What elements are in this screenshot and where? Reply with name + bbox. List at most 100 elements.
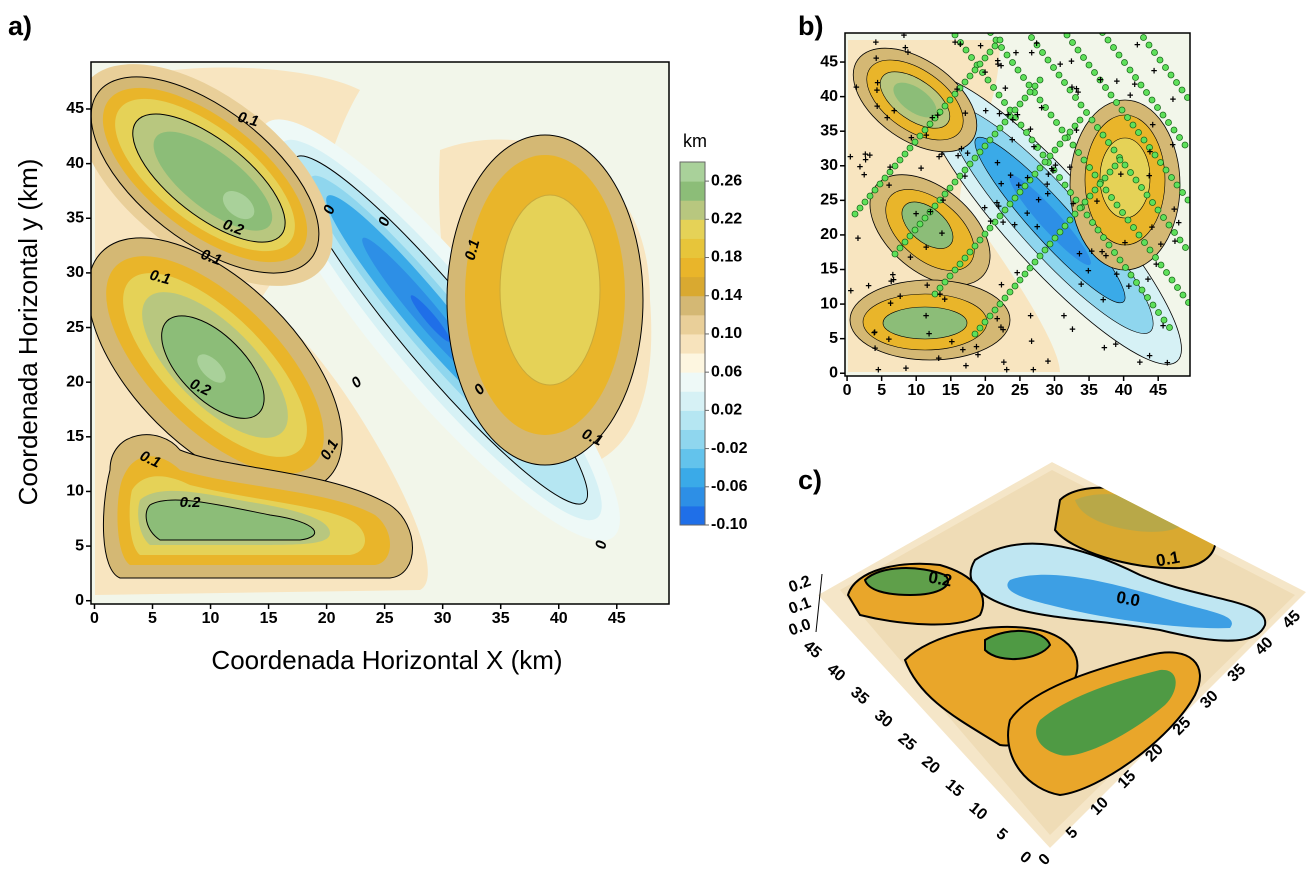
survey-point <box>1115 51 1123 59</box>
station-marker: + <box>865 281 871 293</box>
station-marker: + <box>1146 350 1152 362</box>
survey-point <box>1124 12 1130 18</box>
station-marker: + <box>975 350 981 362</box>
x-tick-label: 10 <box>202 610 220 627</box>
station-marker: + <box>1075 87 1081 99</box>
station-marker: + <box>1112 339 1118 351</box>
station-marker: + <box>1014 109 1020 121</box>
survey-point <box>951 178 959 186</box>
survey-point <box>966 248 974 256</box>
survey-point <box>1174 284 1181 291</box>
survey-point <box>1162 64 1169 71</box>
survey-point <box>1031 170 1039 178</box>
survey-point <box>941 190 949 198</box>
station-marker: + <box>1114 76 1120 88</box>
survey-point <box>1053 119 1060 126</box>
survey-point <box>956 260 964 268</box>
station-marker: + <box>1170 140 1176 152</box>
survey-point <box>1056 140 1064 148</box>
station-marker: + <box>963 360 969 372</box>
survey-point <box>1094 226 1102 234</box>
z-tick-label: 0.2 <box>787 573 814 597</box>
survey-point <box>1017 121 1025 129</box>
survey-point <box>1001 294 1009 302</box>
plot-frame <box>90 61 670 605</box>
survey-point <box>986 224 994 232</box>
survey-point <box>1083 7 1089 13</box>
survey-point <box>1056 174 1063 181</box>
survey-point <box>1041 246 1049 254</box>
survey-point <box>1066 86 1074 94</box>
y-tick-label: 25 <box>820 192 838 209</box>
station-marker: + <box>1028 336 1034 348</box>
station-marker: + <box>1033 38 1039 50</box>
x-tick-label: 25 <box>1011 382 1029 399</box>
station-marker: + <box>1150 119 1156 131</box>
contour-label: 0.1 <box>236 109 261 131</box>
survey-point <box>1025 81 1033 89</box>
survey-point <box>1086 192 1094 200</box>
survey-point <box>956 172 964 180</box>
station-marker: + <box>1103 251 1109 263</box>
survey-point <box>1122 264 1129 271</box>
station-marker: + <box>1073 125 1079 137</box>
station-marker: + <box>926 329 932 341</box>
station-marker: + <box>1073 83 1079 95</box>
contour-label: 0.2 <box>927 568 954 591</box>
survey-point <box>1146 144 1153 151</box>
survey-point <box>1140 136 1148 144</box>
station-marker: + <box>957 39 963 51</box>
colorbar-band <box>680 429 705 450</box>
survey-point <box>956 84 964 92</box>
station-marker: + <box>1160 321 1166 333</box>
survey-point <box>1166 324 1173 331</box>
contour-label: 0 <box>592 539 610 551</box>
station-marker: + <box>1101 342 1107 354</box>
survey-point <box>1089 15 1095 21</box>
survey-point <box>1149 199 1156 206</box>
station-marker: + <box>924 280 930 292</box>
survey-point <box>1181 141 1189 149</box>
survey-point <box>1081 198 1089 206</box>
x-tick-label: 10 <box>907 382 925 399</box>
panel-label: c) <box>798 465 822 495</box>
survey-point <box>966 72 974 80</box>
y-tick-label: 25 <box>66 319 84 336</box>
station-marker: + <box>862 155 868 167</box>
survey-point <box>1063 33 1071 39</box>
survey-point <box>1014 66 1022 74</box>
survey-point <box>984 76 992 84</box>
survey-point <box>1136 33 1140 34</box>
station-marker: + <box>1024 172 1030 184</box>
survey-point <box>1171 229 1178 236</box>
survey-point <box>1011 106 1019 114</box>
station-marker: + <box>960 344 966 356</box>
survey-point <box>968 54 975 61</box>
station-marker: + <box>939 228 945 240</box>
station-marker: + <box>1004 365 1010 377</box>
survey-point <box>961 254 969 262</box>
station-marker: + <box>1009 134 1015 146</box>
z-tick-label: 0.1 <box>787 594 814 618</box>
survey-point <box>982 22 988 28</box>
x-tick-label: 20 <box>318 610 336 627</box>
survey-point <box>961 166 969 174</box>
x-tick-label: 15 <box>942 382 960 399</box>
contour-label: 0.2 <box>180 494 202 511</box>
station-marker: + <box>1134 40 1140 52</box>
survey-point <box>936 108 944 116</box>
station-marker: + <box>1027 124 1033 136</box>
survey-point <box>926 120 934 128</box>
survey-point <box>1036 96 1044 104</box>
station-marker: + <box>1010 115 1016 127</box>
station-marker: + <box>1050 166 1056 178</box>
colorbar-band <box>680 448 705 469</box>
contour-label: 0.2 <box>220 216 246 239</box>
survey-point <box>1033 41 1041 49</box>
y-tick-label: 45 <box>820 53 838 70</box>
survey-point <box>1036 164 1044 172</box>
station-marker: + <box>905 47 911 59</box>
y-tick-label: 45 <box>66 100 84 117</box>
station-marker: + <box>929 112 935 124</box>
